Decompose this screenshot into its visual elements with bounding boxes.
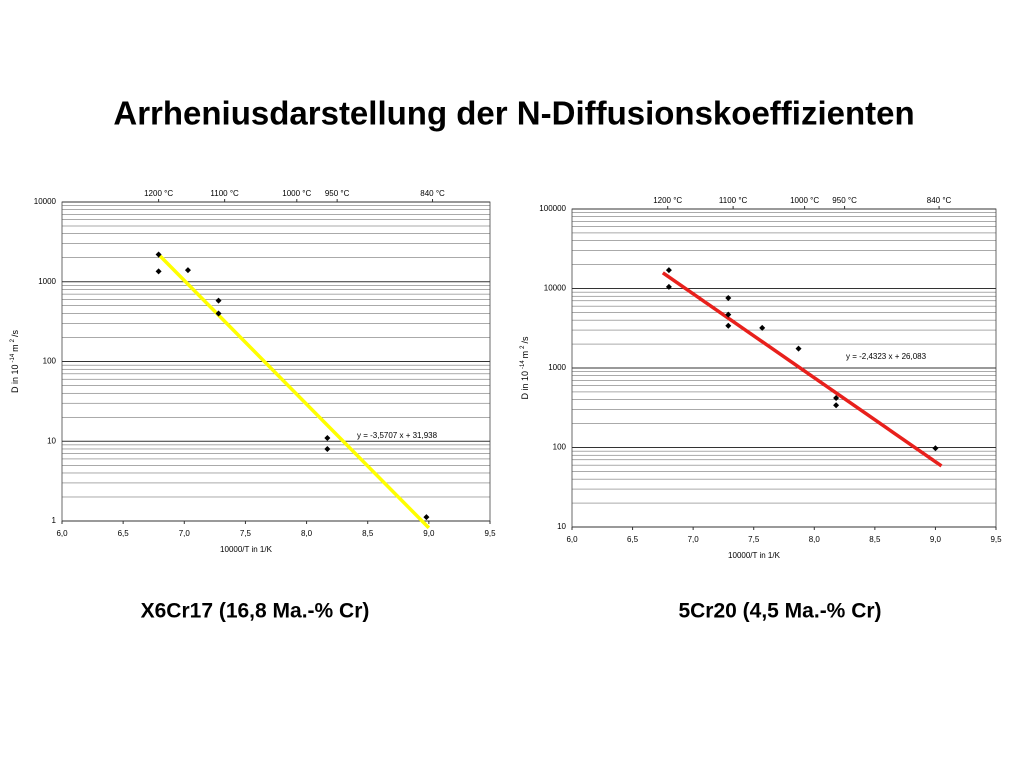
data-point — [725, 322, 732, 329]
top-tick-label: 840 °C — [420, 189, 445, 198]
y-tick-label: 10 — [47, 436, 56, 445]
top-tick-label: 1100 °C — [210, 189, 239, 198]
data-point — [215, 310, 222, 317]
y-tick-label: 10000 — [544, 284, 567, 293]
data-point — [155, 251, 162, 258]
fit-equation: y = -2,4323 x + 26,083 — [846, 352, 927, 361]
top-tick-label: 840 °C — [927, 196, 952, 205]
x-tick-label: 8,5 — [869, 535, 881, 544]
x-tick-label: 9,5 — [990, 535, 1002, 544]
y-axis-label-part: -14 — [10, 353, 16, 362]
x-tick-label: 7,5 — [240, 529, 252, 538]
y-tick-label: 10 — [557, 522, 566, 531]
top-tick-label: 1100 °C — [719, 196, 748, 205]
data-point — [932, 445, 939, 452]
y-axis-label-part: 2 — [520, 345, 526, 349]
x-tick-label: 6,5 — [118, 529, 130, 538]
chart-caption: X6Cr17 (16,8 Ma.-% Cr) — [141, 600, 370, 623]
x-tick-label: 6,5 — [627, 535, 639, 544]
data-point — [725, 311, 732, 318]
x-tick-label: 9,5 — [484, 529, 496, 538]
x-tick-label: 8,0 — [809, 535, 821, 544]
data-point — [324, 445, 331, 452]
y-tick-label: 100000 — [539, 204, 566, 213]
y-tick-label: 100 — [43, 357, 57, 366]
y-axis-label-part: m — [10, 344, 20, 352]
data-point — [184, 267, 191, 274]
x-tick-label: 6,0 — [56, 529, 68, 538]
y-axis-label-part: D in 10 — [10, 365, 20, 394]
data-point — [155, 268, 162, 275]
y-tick-label: 100 — [553, 443, 567, 452]
y-axis-label-part: /s — [10, 329, 20, 337]
x-tick-label: 7,5 — [748, 535, 760, 544]
fit-line — [158, 254, 431, 530]
y-tick-label: 10000 — [34, 197, 57, 206]
data-point — [759, 324, 766, 331]
fit-line — [661, 271, 943, 468]
y-axis-label-part: m — [520, 351, 530, 359]
top-tick-label: 950 °C — [325, 189, 350, 198]
y-axis-label-part: D in 10 — [520, 371, 530, 400]
data-point — [665, 267, 672, 274]
y-tick-label: 1 — [52, 516, 57, 525]
top-tick-label: 1200 °C — [144, 189, 173, 198]
y-axis-label-part: 2 — [10, 338, 16, 342]
x-axis-label: 10000/T in 1/K — [220, 545, 273, 554]
x-tick-label: 8,0 — [301, 529, 313, 538]
y-axis-label: D in 10 -14m 2/s — [10, 329, 21, 393]
top-tick-label: 950 °C — [832, 196, 857, 205]
x-tick-label: 7,0 — [179, 529, 191, 538]
y-axis-label: D in 10 -14m 2/s — [520, 336, 531, 400]
y-axis-label-part: -14 — [520, 360, 526, 369]
y-tick-label: 1000 — [548, 363, 566, 372]
data-point — [324, 434, 331, 441]
data-point — [833, 402, 840, 409]
y-tick-label: 1000 — [38, 277, 56, 286]
fit-equation: y = -3,5707 x + 31,938 — [357, 431, 438, 440]
data-point — [795, 345, 802, 352]
data-point — [833, 394, 840, 401]
data-point — [725, 294, 732, 301]
data-point — [423, 514, 430, 521]
data-point — [215, 297, 222, 304]
x-axis-label: 10000/T in 1/K — [728, 551, 781, 560]
chart-caption: 5Cr20 (4,5 Ma.-% Cr) — [678, 600, 881, 623]
top-tick-label: 1000 °C — [790, 196, 819, 205]
x-tick-label: 8,5 — [362, 529, 374, 538]
x-tick-label: 7,0 — [688, 535, 700, 544]
top-tick-label: 1200 °C — [653, 196, 682, 205]
slide-title: Arrheniusdarstellung der N-Diffusionskoe… — [113, 95, 914, 132]
x-tick-label: 6,0 — [566, 535, 578, 544]
data-point — [665, 283, 672, 290]
y-axis-label-part: /s — [520, 336, 530, 344]
top-tick-label: 1000 °C — [282, 189, 311, 198]
x-tick-label: 9,0 — [930, 535, 942, 544]
x-tick-label: 9,0 — [423, 529, 435, 538]
